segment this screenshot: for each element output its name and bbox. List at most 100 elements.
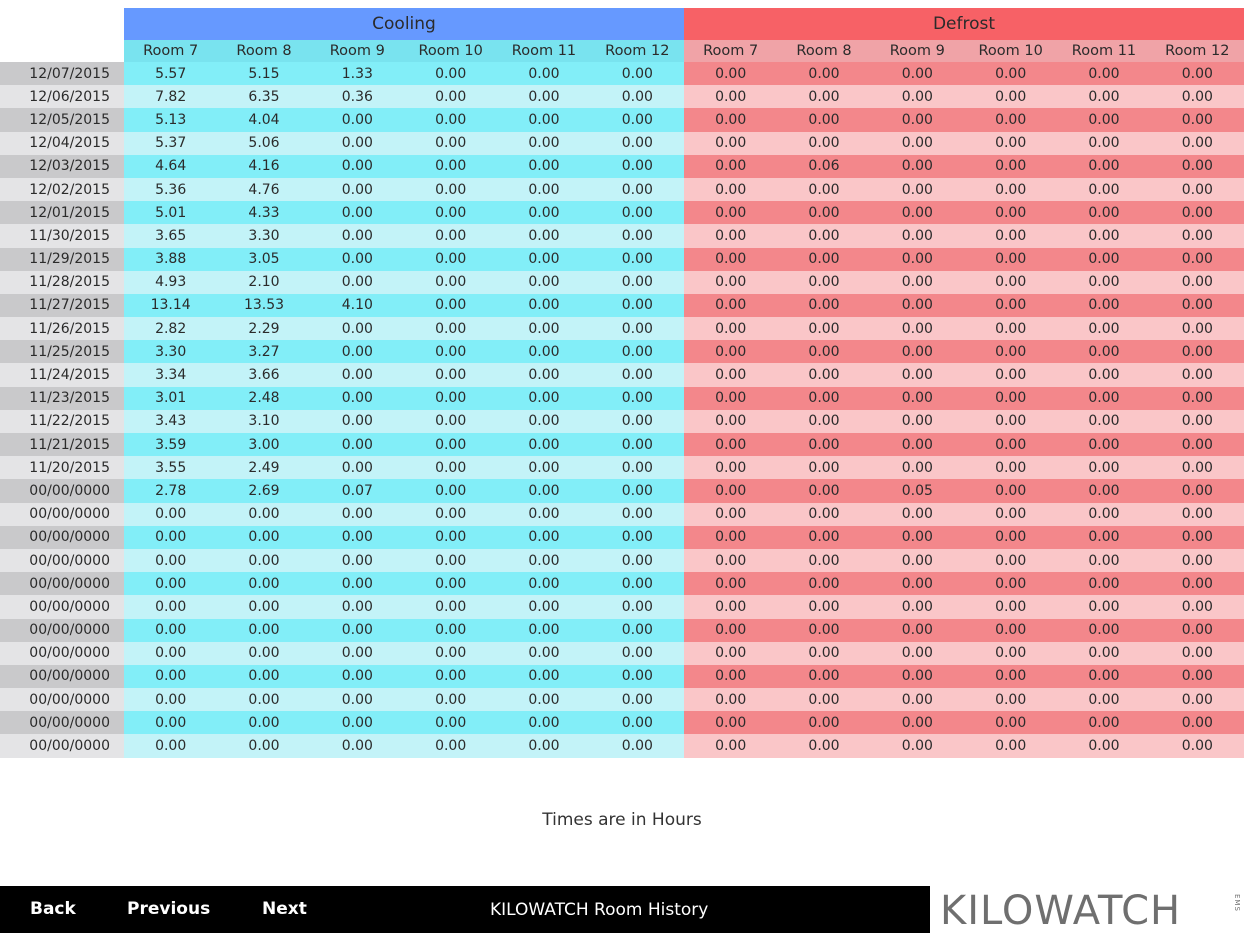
table-header: Cooling Defrost Room 7 Room 8 Room 9 Room 10… bbox=[0, 8, 1244, 62]
defrost-value-cell: 0.00 bbox=[777, 85, 871, 109]
defrost-value-cell: 0.00 bbox=[777, 664, 871, 689]
defrost-value-cell: 0.00 bbox=[1150, 224, 1244, 248]
cooling-value-cell: 0.00 bbox=[403, 572, 498, 596]
cooling-value-cell: 3.27 bbox=[217, 340, 311, 364]
cooling-value-cell: 0.00 bbox=[124, 688, 218, 712]
defrost-value-cell: 0.00 bbox=[684, 62, 778, 86]
date-cell: 11/29/2015 bbox=[0, 247, 124, 271]
cooling-value-cell: 0.00 bbox=[590, 340, 684, 364]
table-row: 11/29/2015 3.88 3.05 0.00 0.00 0.00 0.00 0.00 0.… bbox=[0, 247, 1244, 271]
defrost-value-cell: 0.00 bbox=[684, 711, 778, 735]
defrost-value-cell: 0.00 bbox=[870, 433, 964, 457]
date-cell: 12/04/2015 bbox=[0, 131, 124, 155]
date-cell: 11/24/2015 bbox=[0, 363, 124, 387]
previous-button[interactable]: Previous bbox=[127, 899, 211, 919]
cooling-value-cell: 0.00 bbox=[124, 641, 218, 665]
cooling-value-cell: 7.82 bbox=[124, 85, 218, 109]
date-cell: 11/25/2015 bbox=[0, 340, 124, 364]
cooling-value-cell: 0.00 bbox=[497, 201, 591, 225]
defrost-value-cell: 0.00 bbox=[684, 201, 778, 225]
cooling-value-cell: 0.00 bbox=[590, 108, 684, 132]
defrost-value-cell: 0.00 bbox=[684, 641, 778, 665]
defrost-value-cell: 0.00 bbox=[963, 247, 1058, 271]
cooling-value-cell: 0.00 bbox=[497, 62, 591, 86]
cooling-value-cell: 0.00 bbox=[403, 525, 498, 549]
cooling-value-cell: 0.00 bbox=[403, 433, 498, 457]
date-cell: 11/21/2015 bbox=[0, 433, 124, 457]
defrost-value-cell: 0.00 bbox=[684, 479, 778, 503]
table-row: 00/00/0000 0.00 0.00 0.00 0.00 0.00 0.00 0.00 0.… bbox=[0, 595, 1244, 619]
cooling-value-cell: 0.00 bbox=[403, 688, 498, 712]
back-button[interactable]: Back bbox=[30, 899, 76, 919]
table-row: 12/02/2015 5.36 4.76 0.00 0.00 0.00 0.00 0.00 0.… bbox=[0, 177, 1244, 202]
cooling-value-cell: 0.00 bbox=[124, 664, 218, 689]
table-row: 00/00/0000 0.00 0.00 0.00 0.00 0.00 0.00 0.00 0.… bbox=[0, 711, 1244, 735]
defrost-value-cell: 0.00 bbox=[684, 177, 778, 202]
defrost-value-cell: 0.00 bbox=[684, 664, 778, 689]
cooling-value-cell: 0.00 bbox=[497, 618, 591, 642]
defrost-value-cell: 0.00 bbox=[1057, 177, 1151, 202]
date-cell: 00/00/0000 bbox=[0, 525, 124, 549]
cooling-value-cell: 0.00 bbox=[310, 409, 404, 433]
defrost-value-cell: 0.00 bbox=[1150, 177, 1244, 202]
defrost-value-cell: 0.00 bbox=[1150, 293, 1244, 318]
cooling-value-cell: 3.43 bbox=[124, 409, 218, 433]
column-header: Room 11 bbox=[1057, 40, 1151, 62]
defrost-value-cell: 0.00 bbox=[870, 363, 964, 387]
defrost-value-cell: 0.00 bbox=[1150, 688, 1244, 712]
cooling-value-cell: 0.00 bbox=[590, 131, 684, 155]
table-row: 11/27/2015 13.14 13.53 4.10 0.00 0.00 0.00 0.00… bbox=[0, 293, 1244, 318]
cooling-value-cell: 4.16 bbox=[217, 154, 311, 178]
defrost-value-cell: 0.00 bbox=[684, 108, 778, 132]
cooling-value-cell: 3.34 bbox=[124, 363, 218, 387]
cooling-value-cell: 0.00 bbox=[590, 688, 684, 712]
cooling-value-cell: 0.00 bbox=[497, 154, 591, 178]
cooling-value-cell: 0.00 bbox=[590, 734, 684, 758]
cooling-value-cell: 0.00 bbox=[497, 548, 591, 573]
room-header-row: Room 7 Room 8 Room 9 Room 10 Room 11 Room 12 R… bbox=[0, 40, 1244, 62]
date-cell: 00/00/0000 bbox=[0, 734, 124, 758]
cooling-value-cell: 0.00 bbox=[310, 502, 404, 526]
defrost-value-cell: 0.00 bbox=[1150, 363, 1244, 387]
defrost-value-cell: 0.00 bbox=[963, 433, 1058, 457]
date-cell: 11/27/2015 bbox=[0, 293, 124, 318]
cooling-value-cell: 0.00 bbox=[403, 270, 498, 294]
defrost-value-cell: 0.00 bbox=[777, 247, 871, 271]
defrost-value-cell: 0.00 bbox=[1150, 317, 1244, 341]
cooling-value-cell: 3.65 bbox=[124, 224, 218, 248]
defrost-value-cell: 0.00 bbox=[1150, 502, 1244, 526]
defrost-value-cell: 0.00 bbox=[1150, 618, 1244, 642]
defrost-value-cell: 0.00 bbox=[1150, 433, 1244, 457]
date-cell: 11/28/2015 bbox=[0, 270, 124, 294]
defrost-value-cell: 0.00 bbox=[684, 548, 778, 573]
defrost-value-cell: 0.00 bbox=[1057, 595, 1151, 619]
defrost-value-cell: 0.00 bbox=[963, 177, 1058, 202]
defrost-value-cell: 0.00 bbox=[777, 711, 871, 735]
cooling-value-cell: 0.00 bbox=[310, 177, 404, 202]
cooling-value-cell: 0.00 bbox=[403, 131, 498, 155]
cooling-value-cell: 0.00 bbox=[310, 525, 404, 549]
next-button[interactable]: Next bbox=[262, 899, 307, 919]
cooling-value-cell: 3.55 bbox=[124, 456, 218, 480]
defrost-value-cell: 0.00 bbox=[1150, 108, 1244, 132]
column-header: Room 7 bbox=[684, 40, 778, 62]
defrost-value-cell: 0.00 bbox=[1150, 711, 1244, 735]
cooling-value-cell: 0.00 bbox=[217, 618, 311, 642]
cooling-value-cell: 5.36 bbox=[124, 177, 218, 202]
defrost-value-cell: 0.00 bbox=[870, 711, 964, 735]
room-history-table: Cooling Defrost Room 7 Room 8 Room 9 Room 10… bbox=[0, 8, 1244, 758]
date-cell: 00/00/0000 bbox=[0, 618, 124, 642]
cooling-value-cell: 0.00 bbox=[590, 664, 684, 689]
defrost-value-cell: 0.00 bbox=[1057, 456, 1151, 480]
defrost-value-cell: 0.00 bbox=[1057, 340, 1151, 364]
cooling-value-cell: 0.00 bbox=[310, 641, 404, 665]
defrost-value-cell: 0.00 bbox=[777, 595, 871, 619]
column-header: Room 9 bbox=[870, 40, 964, 62]
cooling-value-cell: 0.00 bbox=[590, 456, 684, 480]
cooling-value-cell: 0.00 bbox=[590, 525, 684, 549]
defrost-value-cell: 0.00 bbox=[684, 317, 778, 341]
footer-title: KILOWATCH Room History bbox=[490, 900, 709, 920]
defrost-value-cell: 0.00 bbox=[777, 479, 871, 503]
cooling-value-cell: 0.00 bbox=[403, 641, 498, 665]
defrost-value-cell: 0.00 bbox=[777, 688, 871, 712]
